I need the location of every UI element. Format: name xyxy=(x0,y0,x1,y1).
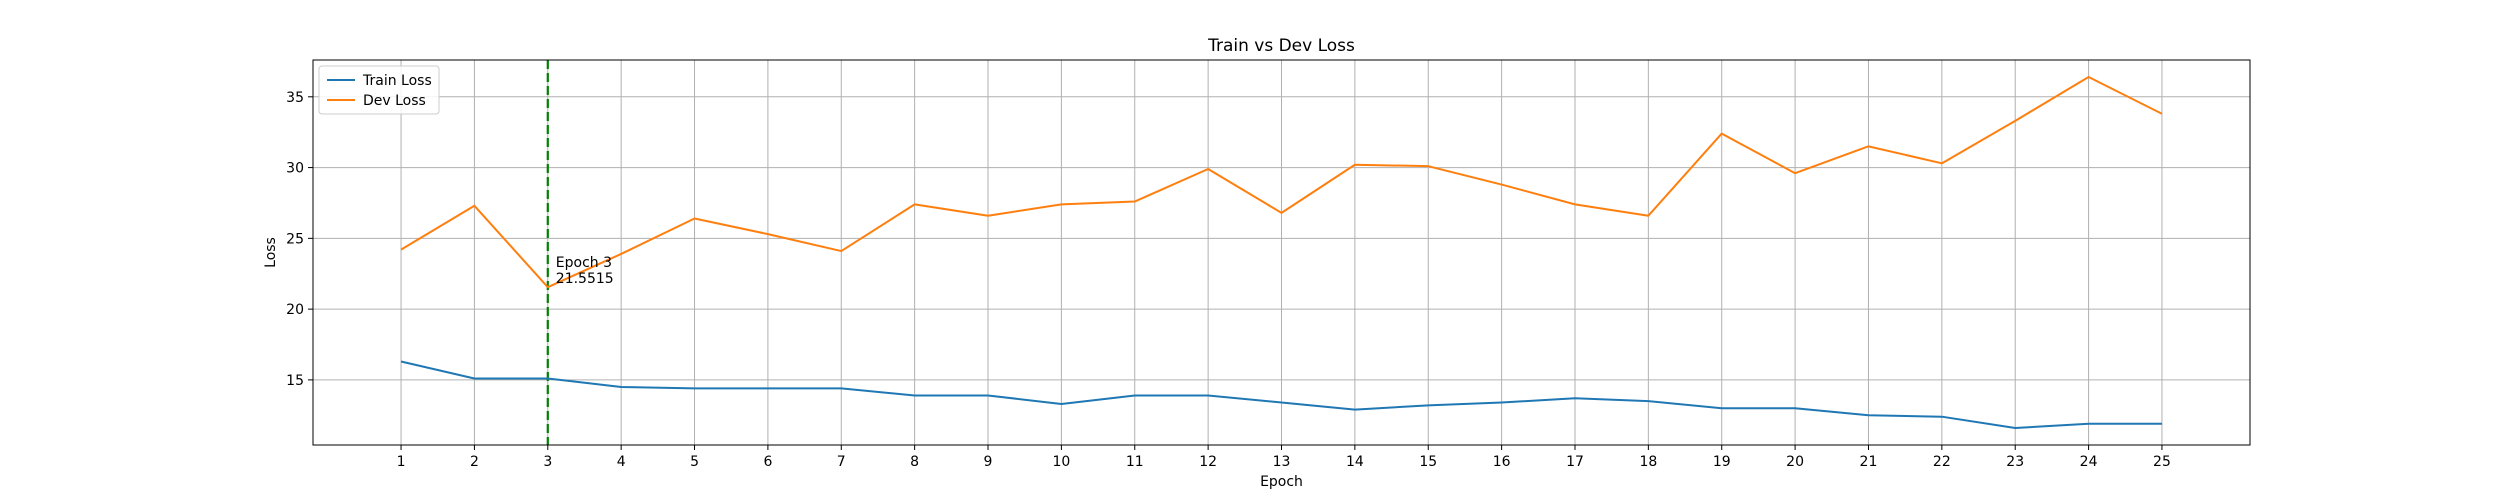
x-tick-label: 16 xyxy=(1493,454,1511,470)
y-tick-label: 25 xyxy=(286,231,304,247)
x-tick-label: 17 xyxy=(1566,454,1584,470)
x-tick-label: 10 xyxy=(1052,454,1070,470)
x-tick-label: 4 xyxy=(617,454,626,470)
x-tick-label: 6 xyxy=(763,454,772,470)
x-tick-label: 22 xyxy=(1933,454,1951,470)
y-tick-label: 35 xyxy=(286,90,304,106)
plot-frame xyxy=(312,59,2251,446)
x-tick-label: 8 xyxy=(910,454,919,470)
x-tick-label: 2 xyxy=(470,454,479,470)
legend-label: Dev Loss xyxy=(363,93,426,109)
x-tick-label: 18 xyxy=(1639,454,1657,470)
y-axis-label: Loss xyxy=(263,237,279,268)
x-tick-label: 11 xyxy=(1126,454,1144,470)
x-tick-label: 3 xyxy=(543,454,552,470)
x-tick-label: 24 xyxy=(2080,454,2098,470)
x-tick-label: 12 xyxy=(1199,454,1217,470)
annotation-value-label: 21.5515 xyxy=(556,271,614,287)
series-line-dev-loss xyxy=(400,75,2163,289)
y-tick-label: 30 xyxy=(286,161,304,177)
series-layer xyxy=(400,75,2163,430)
x-tick-label: 15 xyxy=(1419,454,1437,470)
x-tick-label: 13 xyxy=(1273,454,1291,470)
x-tick-label: 21 xyxy=(1860,454,1878,470)
y-tick-label: 15 xyxy=(286,373,304,389)
x-tick-label: 20 xyxy=(1786,454,1804,470)
axes-layer: 1 2 3 4 5 6 7 8 9 10 11 12 13 14 15 16 17 18 19 20 21 22 23 24 2… xyxy=(286,59,2251,470)
x-axis-label: Epoch xyxy=(1260,474,1303,490)
annotation-epoch-label: Epoch 3 xyxy=(556,255,612,271)
x-tick-label: 19 xyxy=(1713,454,1731,470)
x-tick-label: 9 xyxy=(984,454,993,470)
series-line-train-loss xyxy=(400,360,2162,430)
legend-box xyxy=(318,65,440,115)
x-tick-label: 23 xyxy=(2006,454,2024,470)
y-tick-label: 20 xyxy=(286,302,304,318)
grid-layer xyxy=(313,60,2250,445)
x-tick-label: 5 xyxy=(690,454,699,470)
legend: Train Loss Dev Loss xyxy=(318,65,440,115)
legend-label: Train Loss xyxy=(362,73,432,89)
x-tick-label: 25 xyxy=(2153,454,2171,470)
x-tick-label: 1 xyxy=(397,454,406,470)
best-epoch-annotation: Epoch 3 21.5515 xyxy=(556,255,614,287)
x-tick-label: 14 xyxy=(1346,454,1364,470)
chart-title: Train vs Dev Loss xyxy=(1207,36,1355,56)
x-tick-label: 7 xyxy=(837,454,846,470)
